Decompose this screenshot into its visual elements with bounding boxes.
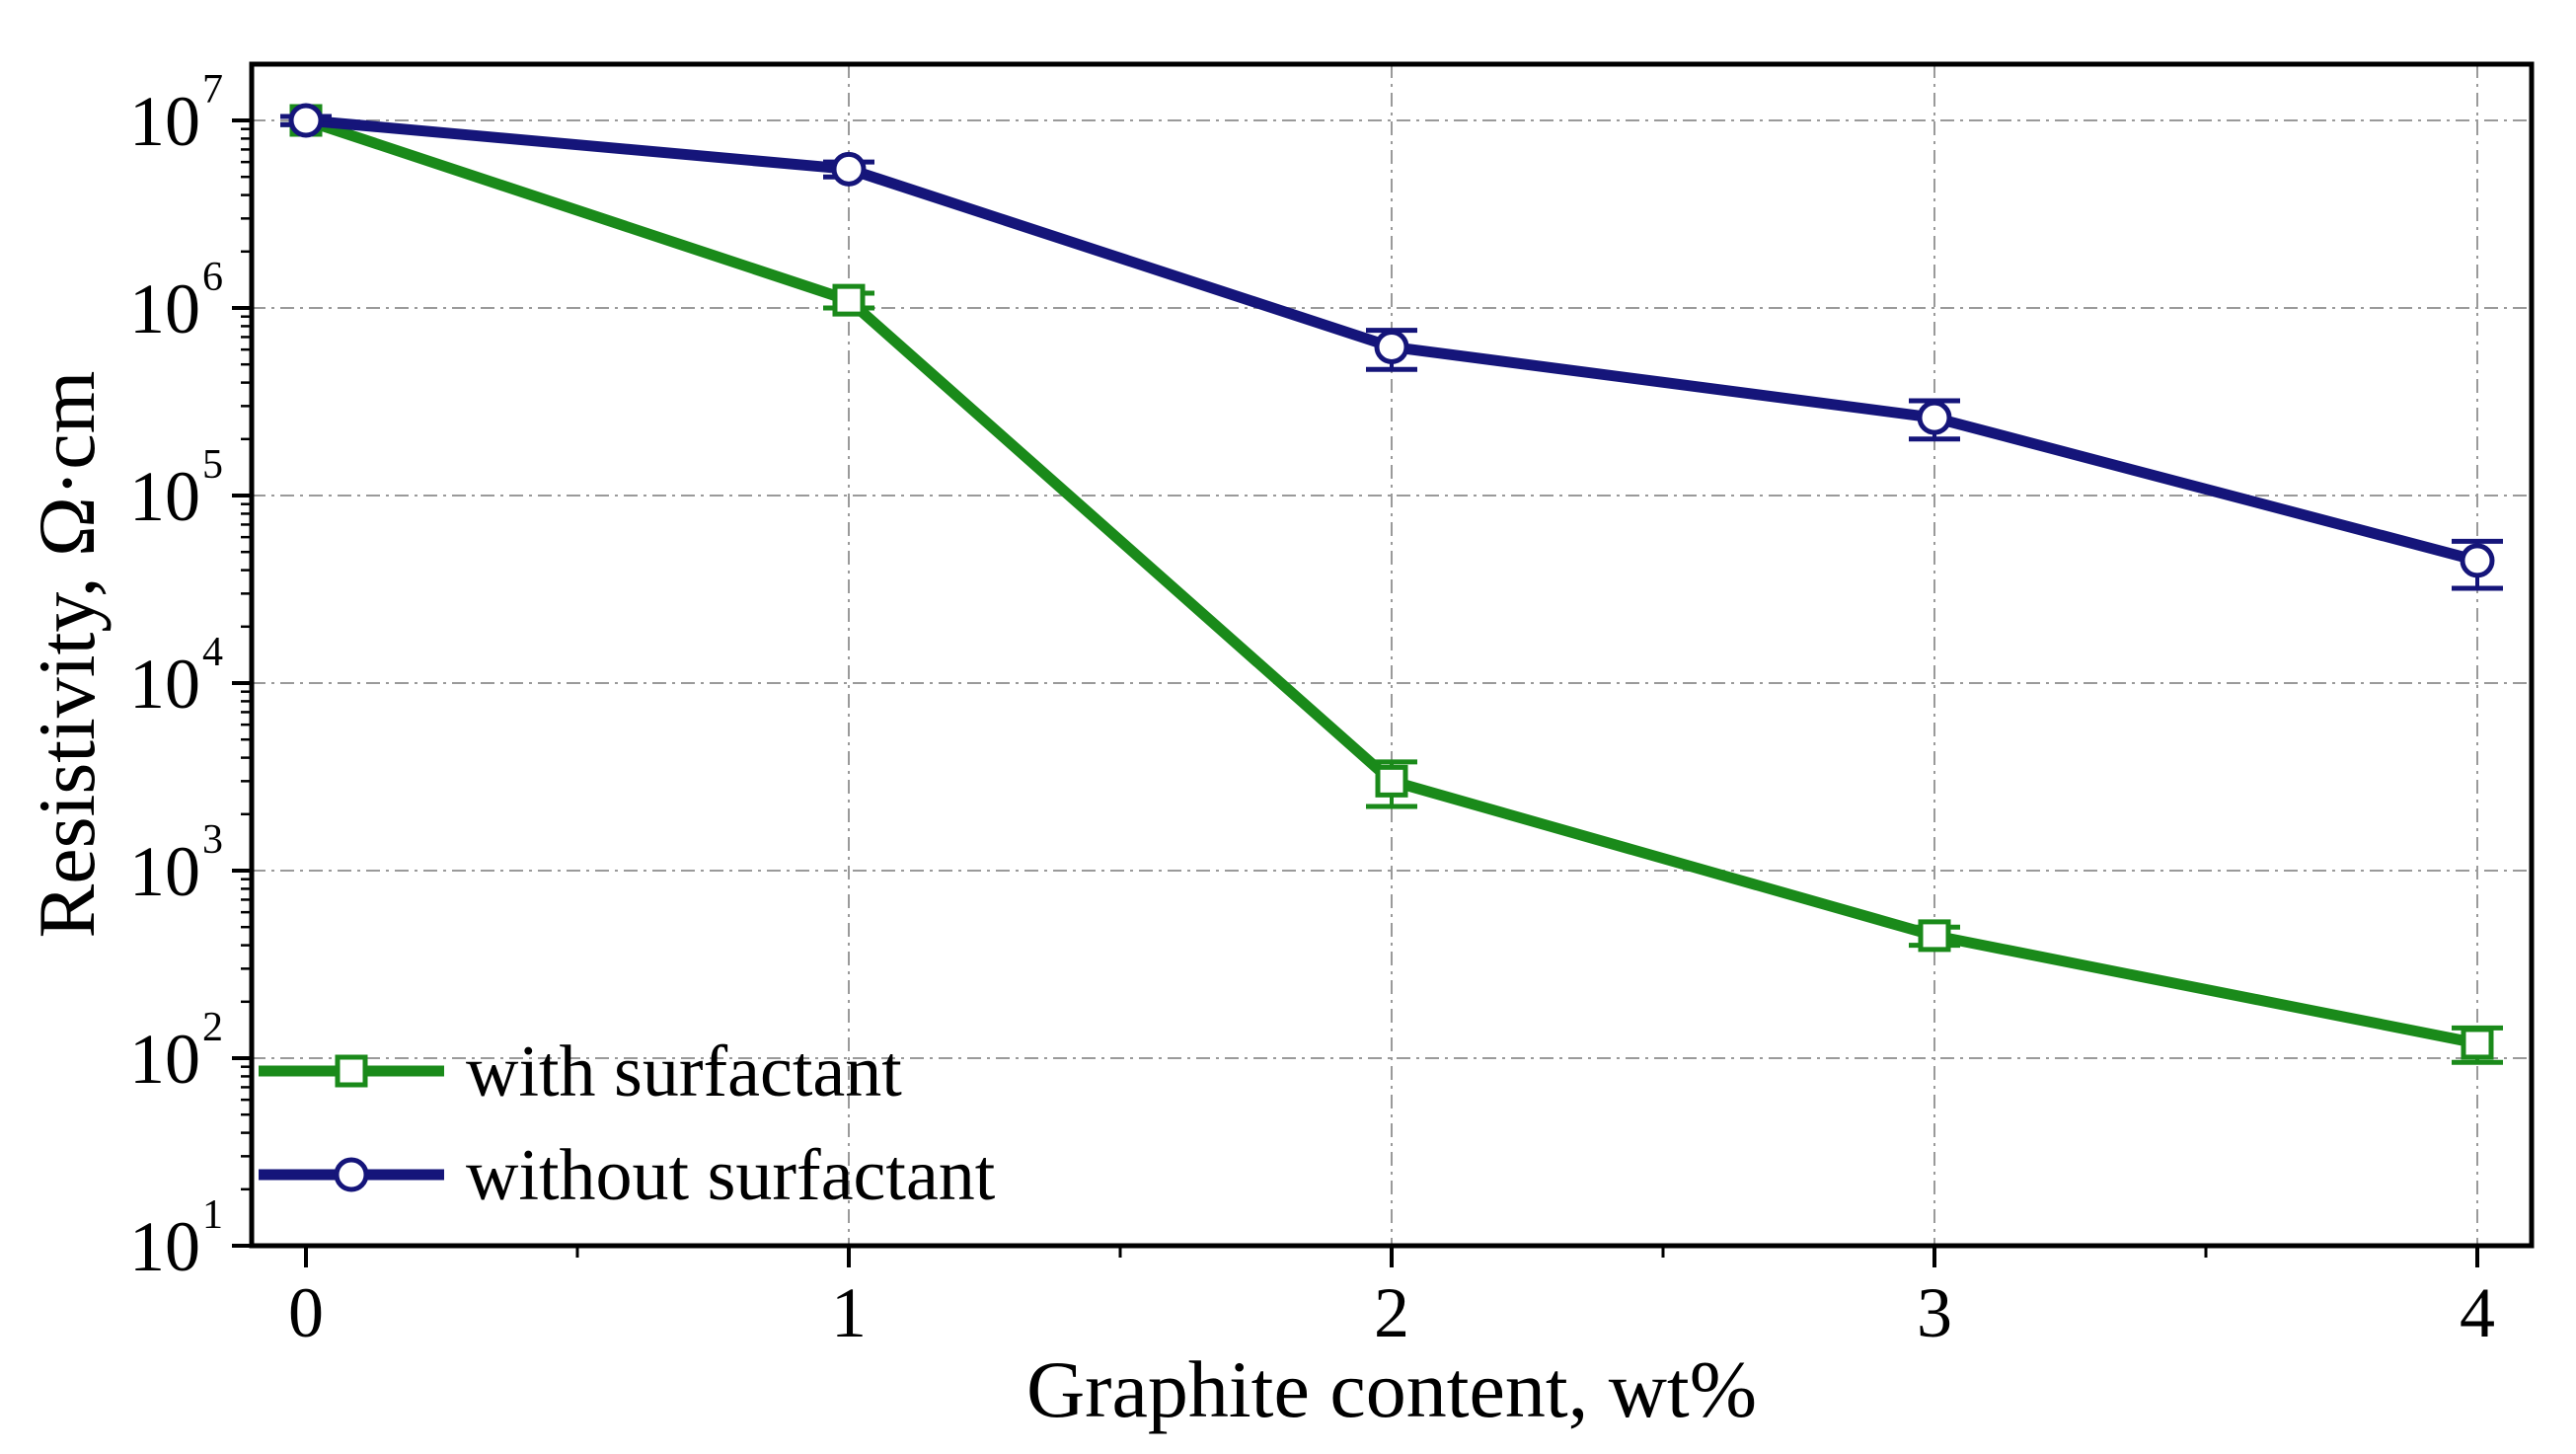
data-point xyxy=(1917,400,1952,435)
y-tick-label: 10 xyxy=(129,269,200,348)
y-tick-exponent: 2 xyxy=(202,1005,223,1050)
data-point xyxy=(1918,919,1951,953)
legend-label: without surfactant xyxy=(466,1135,996,1216)
y-tick-exponent: 1 xyxy=(202,1192,223,1238)
x-axis-title: Graphite content, wt% xyxy=(1026,1344,1757,1434)
data-point xyxy=(1374,329,1409,364)
x-tick-label: 1 xyxy=(831,1273,867,1352)
y-tick-label: 10 xyxy=(129,645,200,724)
data-point xyxy=(832,283,866,317)
y-axis-title: Resistivity, Ω·cm xyxy=(22,371,112,939)
series-layer xyxy=(280,103,2503,1065)
legend-entry: with surfactant xyxy=(259,1032,902,1112)
legend-entry: without surfactant xyxy=(259,1135,996,1216)
legend-label: with surfactant xyxy=(466,1032,902,1112)
data-point xyxy=(831,151,867,187)
x-tick-label: 0 xyxy=(288,1273,324,1352)
series-without-surfactant xyxy=(280,103,2503,591)
y-tick-label: 10 xyxy=(129,1207,200,1286)
y-tick-label: 10 xyxy=(129,832,200,911)
y-tick-exponent: 4 xyxy=(202,630,223,675)
y-tick-exponent: 3 xyxy=(202,817,223,863)
legend-swatch-marker xyxy=(335,1054,368,1088)
y-tick-label: 10 xyxy=(129,82,200,161)
legend: with surfactant without surfactant xyxy=(259,1032,996,1216)
data-point xyxy=(288,103,324,138)
y-tick-label: 10 xyxy=(129,457,200,536)
x-tick-label: 3 xyxy=(1917,1273,1952,1352)
x-tick-label: 2 xyxy=(1374,1273,1409,1352)
data-point xyxy=(2460,543,2495,578)
legend-swatch-marker xyxy=(334,1157,369,1192)
y-tick-label: 10 xyxy=(129,1020,200,1099)
data-point xyxy=(2461,1027,2494,1060)
data-point xyxy=(1375,764,1408,798)
y-tick-exponent: 7 xyxy=(202,67,223,113)
y-tick-exponent: 5 xyxy=(202,442,223,488)
y-tick-exponent: 6 xyxy=(202,255,223,300)
x-tick-label: 4 xyxy=(2460,1273,2495,1352)
